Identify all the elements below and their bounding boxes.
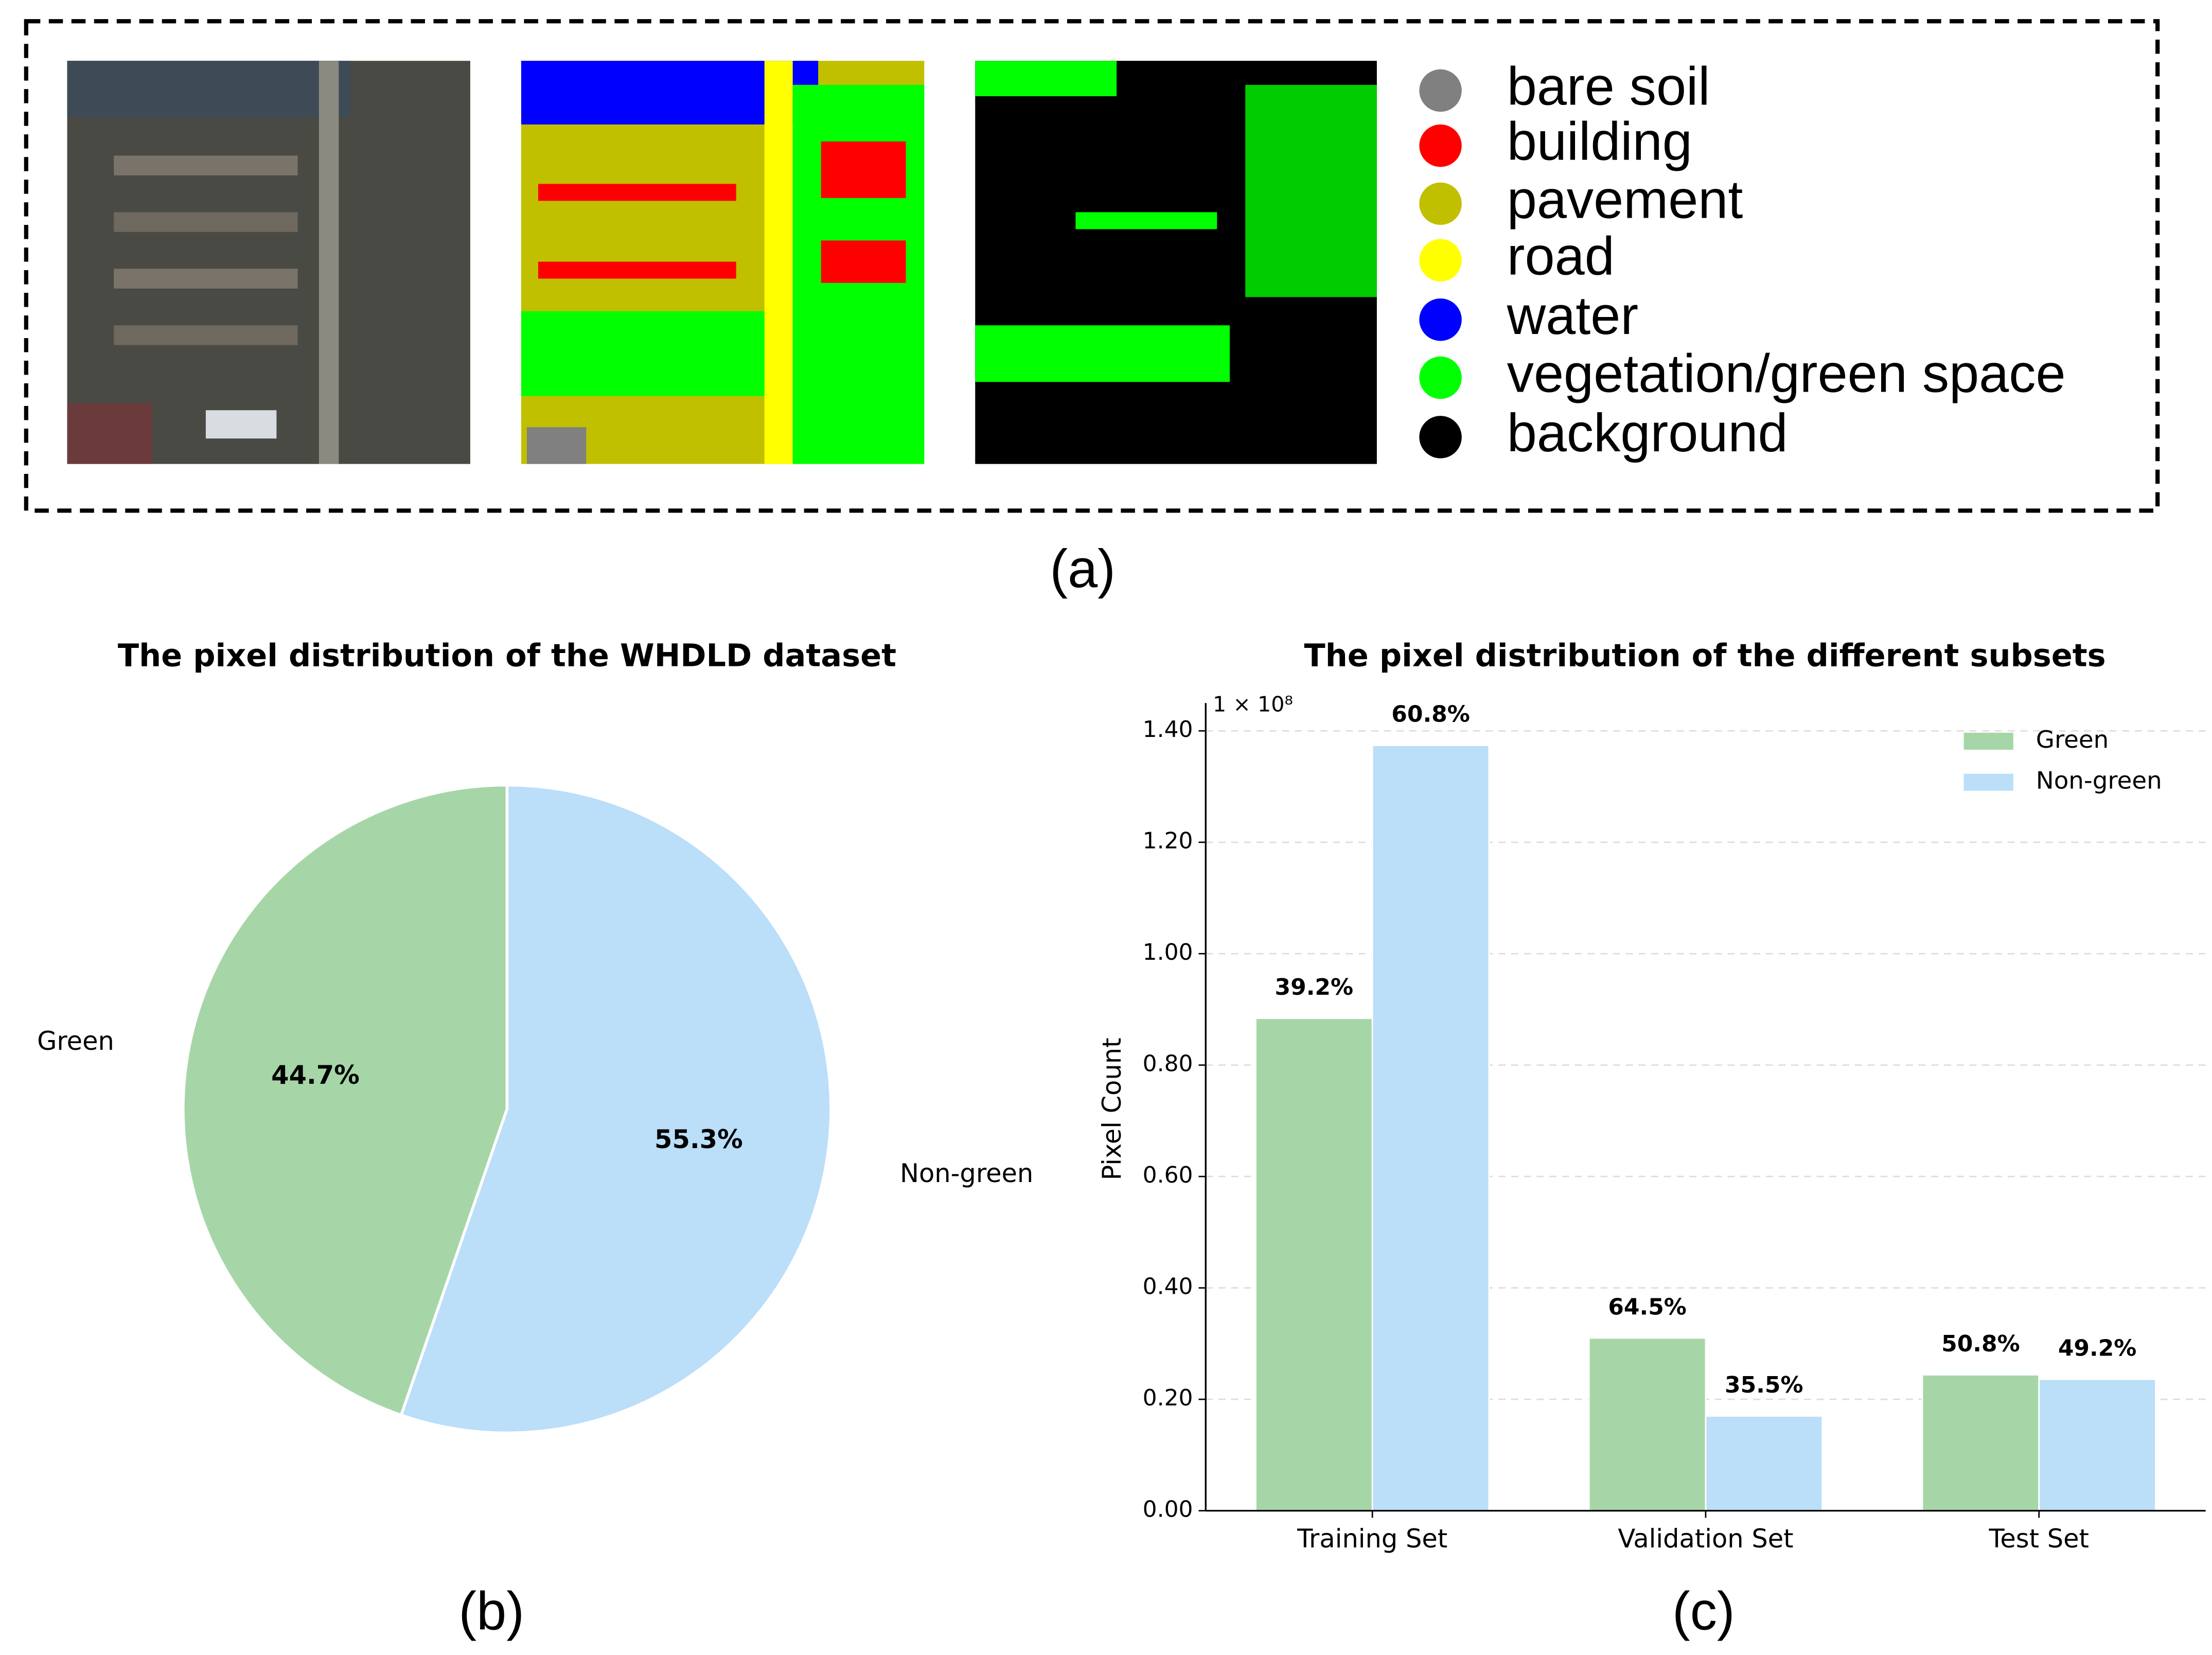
legend-marker (1419, 182, 1462, 225)
legend-label: Green (2036, 726, 2109, 754)
panel-frame (24, 19, 2160, 513)
legend-marker (1419, 298, 1462, 341)
legend-label: vegetation/green space (1507, 344, 2066, 404)
x-tick-label: Training Set (1297, 1524, 1447, 1554)
legend-marker (1419, 124, 1462, 167)
legend-marker (1419, 69, 1462, 112)
pie-slice (182, 783, 509, 1417)
panel-label: (c) (1672, 1581, 1735, 1642)
bar-percent-label: 50.8% (1941, 1331, 2020, 1357)
legend-label: pavement (1507, 169, 1743, 230)
bar-percent-label: 35.5% (1725, 1372, 1803, 1398)
bar-percent-label: 64.5% (1608, 1294, 1687, 1320)
y-tick-label: 0.60 (1143, 1162, 1193, 1188)
panel-label: (a) (1050, 539, 1116, 599)
slice-label: Green (37, 1026, 114, 1056)
binary-map (975, 61, 1377, 464)
legend-swatch (1963, 773, 2013, 791)
satellite-image (67, 61, 470, 464)
slice-value-label: 55.3% (654, 1124, 743, 1154)
legend-label: bare soil (1507, 57, 1710, 117)
bar (1921, 1374, 2040, 1512)
y-tick-label: 0.20 (1143, 1385, 1193, 1411)
y-tick-label: 0.40 (1143, 1274, 1193, 1300)
bar-percent-label: 49.2% (2058, 1335, 2137, 1361)
y-tick-label: 0.00 (1143, 1496, 1193, 1523)
bar (1705, 1415, 1824, 1512)
chart-title: The pixel distribution of the WHDLD data… (118, 638, 896, 674)
bar-percent-label: 60.8% (1391, 701, 1470, 728)
y-axis-label: Pixel Count (1097, 1037, 1127, 1180)
slice-value-label: 44.7% (271, 1060, 360, 1090)
chart-title: The pixel distribution of the different … (1304, 638, 2105, 674)
legend-marker (1419, 239, 1462, 281)
bar-percent-label: 39.2% (1275, 974, 1354, 1000)
legend-marker (1419, 416, 1462, 459)
segmentation-map (521, 61, 925, 464)
y-tick-label: 1.40 (1143, 716, 1193, 743)
bar (1588, 1337, 1707, 1512)
x-tick-label: Validation Set (1618, 1524, 1793, 1554)
legend-label: Non-green (2036, 767, 2162, 795)
legend-label: road (1507, 226, 1615, 286)
bar (1371, 745, 1490, 1512)
y-offset-label: 1 × 10⁸ (1213, 692, 1293, 717)
legend-marker (1419, 356, 1462, 399)
bar (2038, 1378, 2156, 1512)
panel-label: (b) (458, 1581, 524, 1642)
y-tick-label: 1.20 (1143, 828, 1193, 854)
legend-label: water (1507, 286, 1638, 346)
legend-label: building (1507, 112, 1692, 172)
x-tick-label: Test Set (1989, 1524, 2089, 1554)
pie-slice (399, 783, 833, 1435)
bar (1255, 1017, 1373, 1512)
legend-swatch (1963, 732, 2013, 750)
slice-label: Non-green (900, 1158, 1033, 1188)
legend-label: background (1507, 403, 1788, 463)
y-tick-label: 1.00 (1143, 939, 1193, 965)
y-tick-label: 0.80 (1143, 1051, 1193, 1077)
